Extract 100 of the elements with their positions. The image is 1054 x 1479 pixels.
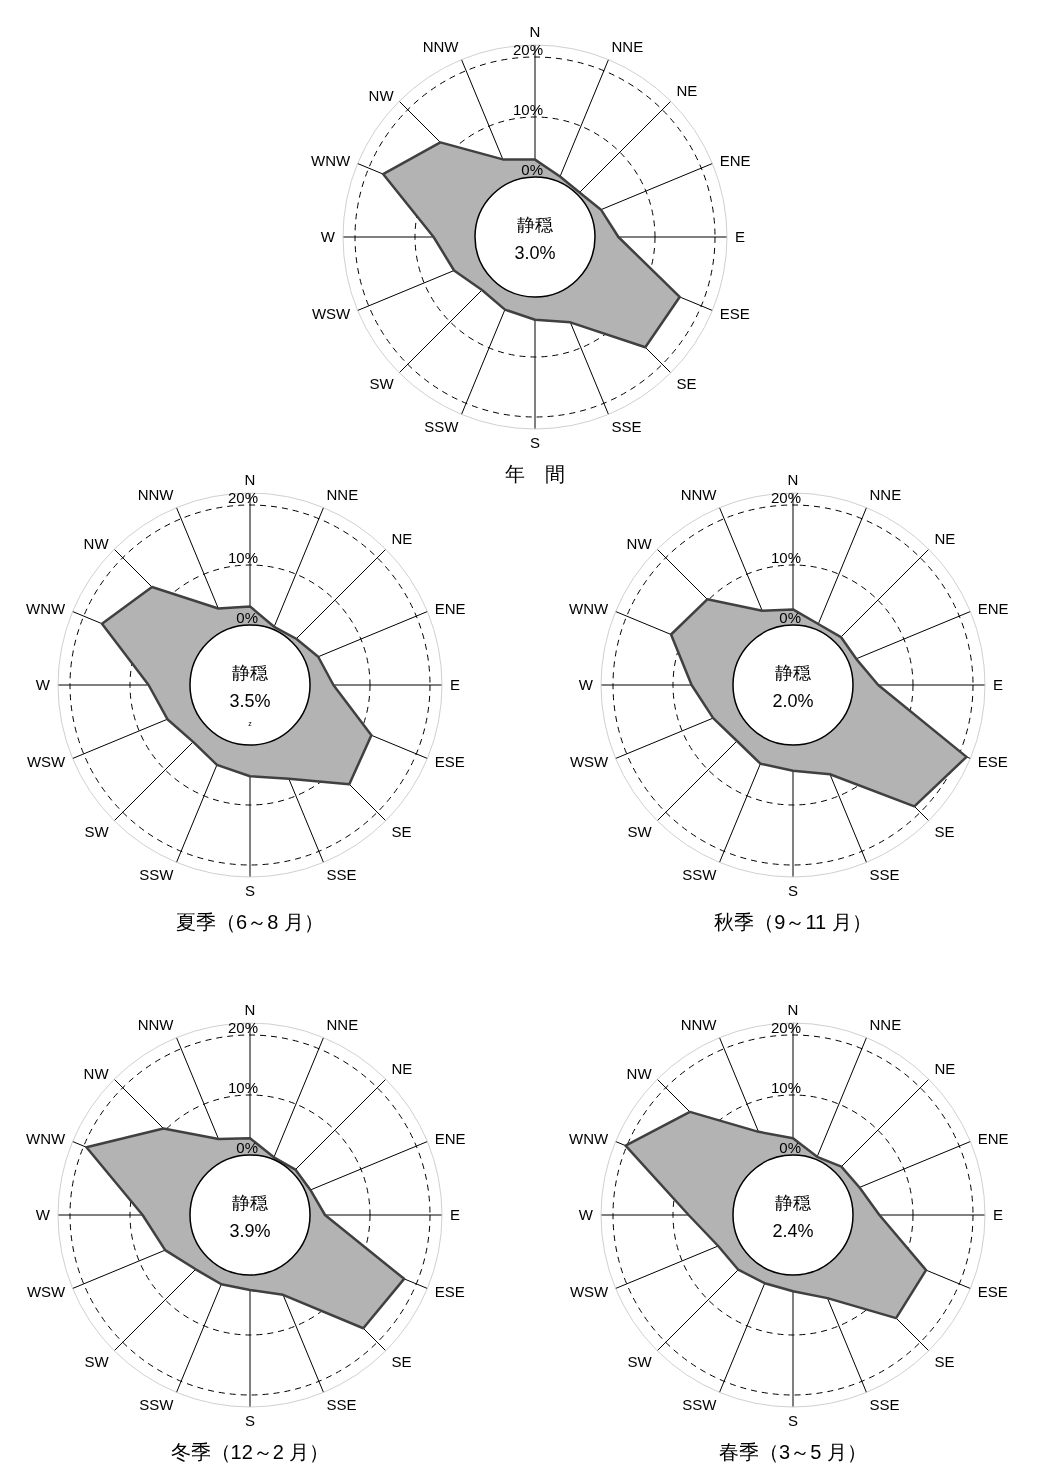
spoke-label: W (578, 676, 594, 694)
spoke-label: S (787, 1411, 799, 1429)
y-tick-label: 0% (521, 161, 543, 178)
spoke-label: SSW (424, 418, 460, 436)
spoke-label: N (529, 23, 541, 40)
spoke-label: S (244, 1411, 256, 1429)
spoke-label: WSW (311, 304, 352, 322)
spoke-label: SSW (682, 1396, 718, 1414)
spoke-label: WNW (569, 599, 610, 617)
spoke-label: WNW (26, 1129, 67, 1147)
spoke-label: SW (84, 1353, 110, 1371)
spoke-label: NW (83, 534, 110, 552)
text: 静穏 (232, 1193, 268, 1213)
spoke-label: ESE (719, 304, 750, 322)
text: 静穏 (775, 1193, 811, 1213)
spoke-label: NE (934, 529, 956, 547)
spoke-label: NNE (869, 486, 902, 504)
text: 年 間 (504, 462, 566, 487)
spoke-label: ENE (434, 599, 466, 617)
spoke-label: NW (368, 86, 395, 104)
spoke-label: SE (391, 1353, 412, 1371)
spoke-label: NW (83, 1064, 110, 1082)
spoke-label: WNW (569, 1129, 610, 1147)
spoke-label: E (735, 228, 746, 246)
y-tick-label: 0% (779, 1139, 801, 1156)
spoke-label: NE (676, 81, 698, 99)
spoke-label: S (244, 881, 256, 899)
spoke-label: ESE (434, 1282, 465, 1300)
spoke-label: WNW (26, 599, 67, 617)
spoke-label: SW (84, 823, 110, 841)
spoke-label: E (450, 676, 461, 694)
text: 静穏 (517, 215, 553, 235)
y-tick-label: 20% (770, 489, 801, 506)
spoke-label: S (529, 433, 541, 451)
spoke-label: SSE (869, 1396, 900, 1414)
spoke-label: NNW (137, 1016, 175, 1034)
y-tick-label: 10% (512, 101, 543, 118)
spoke-label: SSW (139, 1396, 175, 1414)
text: 3.0% (514, 243, 556, 263)
spoke-label: WSW (26, 752, 67, 770)
text: 静穏 (232, 663, 268, 683)
spoke-label: SE (676, 375, 697, 393)
spoke-label: NNW (680, 1016, 718, 1034)
spoke-label: ENE (977, 599, 1009, 617)
text: 2.0% (772, 691, 814, 711)
spoke-label: WSW (569, 1282, 610, 1300)
spoke-label: NNE (326, 486, 359, 504)
spoke-label: NW (626, 1064, 653, 1082)
spoke-label: NE (391, 529, 413, 547)
spoke-label: W (578, 1206, 594, 1224)
spoke-label: NW (626, 534, 653, 552)
spoke-label: NNE (326, 1016, 359, 1034)
y-tick-label: 0% (236, 1139, 258, 1156)
spoke-label: ENE (434, 1129, 466, 1147)
spoke-label: N (787, 471, 799, 488)
y-tick-label: 10% (227, 1079, 258, 1096)
y-tick-label: 0% (236, 609, 258, 626)
text: 秋季（9～11 月） (713, 910, 873, 935)
spoke-label: ESE (977, 1282, 1008, 1300)
spoke-label: SSW (139, 866, 175, 884)
spoke-label: ENE (977, 1129, 1009, 1147)
spoke-label: N (244, 471, 256, 488)
spoke-label: ENE (719, 151, 751, 169)
spoke-label: SE (934, 823, 955, 841)
spoke-label: E (993, 676, 1004, 694)
spoke-label: N (787, 1001, 799, 1018)
spoke-label: WNW (311, 151, 352, 169)
spoke-label: NNE (611, 38, 644, 56)
spoke-label: E (450, 1206, 461, 1224)
text: 春季（3～5 月） (718, 1440, 868, 1465)
spoke-label: SSE (611, 418, 642, 436)
y-tick-label: 20% (227, 489, 258, 506)
spoke-label: NNW (422, 38, 460, 56)
spoke-label: WSW (26, 1282, 67, 1300)
spoke-label: SE (934, 1353, 955, 1371)
spoke-label: SSE (869, 866, 900, 884)
spoke-label: S (787, 881, 799, 899)
spoke-label: SSE (326, 1396, 357, 1414)
spoke-label: W (320, 228, 336, 246)
text: 静穏 (775, 663, 811, 683)
spoke-label: W (35, 676, 51, 694)
spoke-label: SW (369, 375, 395, 393)
spoke-label: SSW (682, 866, 718, 884)
spoke-label: SSE (326, 866, 357, 884)
spoke-label: WSW (569, 752, 610, 770)
y-tick-label: 0% (779, 609, 801, 626)
spoke-label: ESE (977, 752, 1008, 770)
spoke-label: NNW (137, 486, 175, 504)
spoke-label: W (35, 1206, 51, 1224)
y-tick-label: 10% (227, 549, 258, 566)
spoke-label: ESE (434, 752, 465, 770)
y-tick-label: 20% (227, 1019, 258, 1036)
text: 2.4% (772, 1221, 814, 1241)
spoke-label: NE (934, 1059, 956, 1077)
y-tick-label: 10% (770, 1079, 801, 1096)
text: 3.9% (229, 1221, 271, 1241)
text: 夏季（6～8 月） (175, 910, 325, 935)
text: 3.5% (229, 691, 271, 711)
spoke-label: SW (627, 823, 653, 841)
y-tick-label: 20% (770, 1019, 801, 1036)
